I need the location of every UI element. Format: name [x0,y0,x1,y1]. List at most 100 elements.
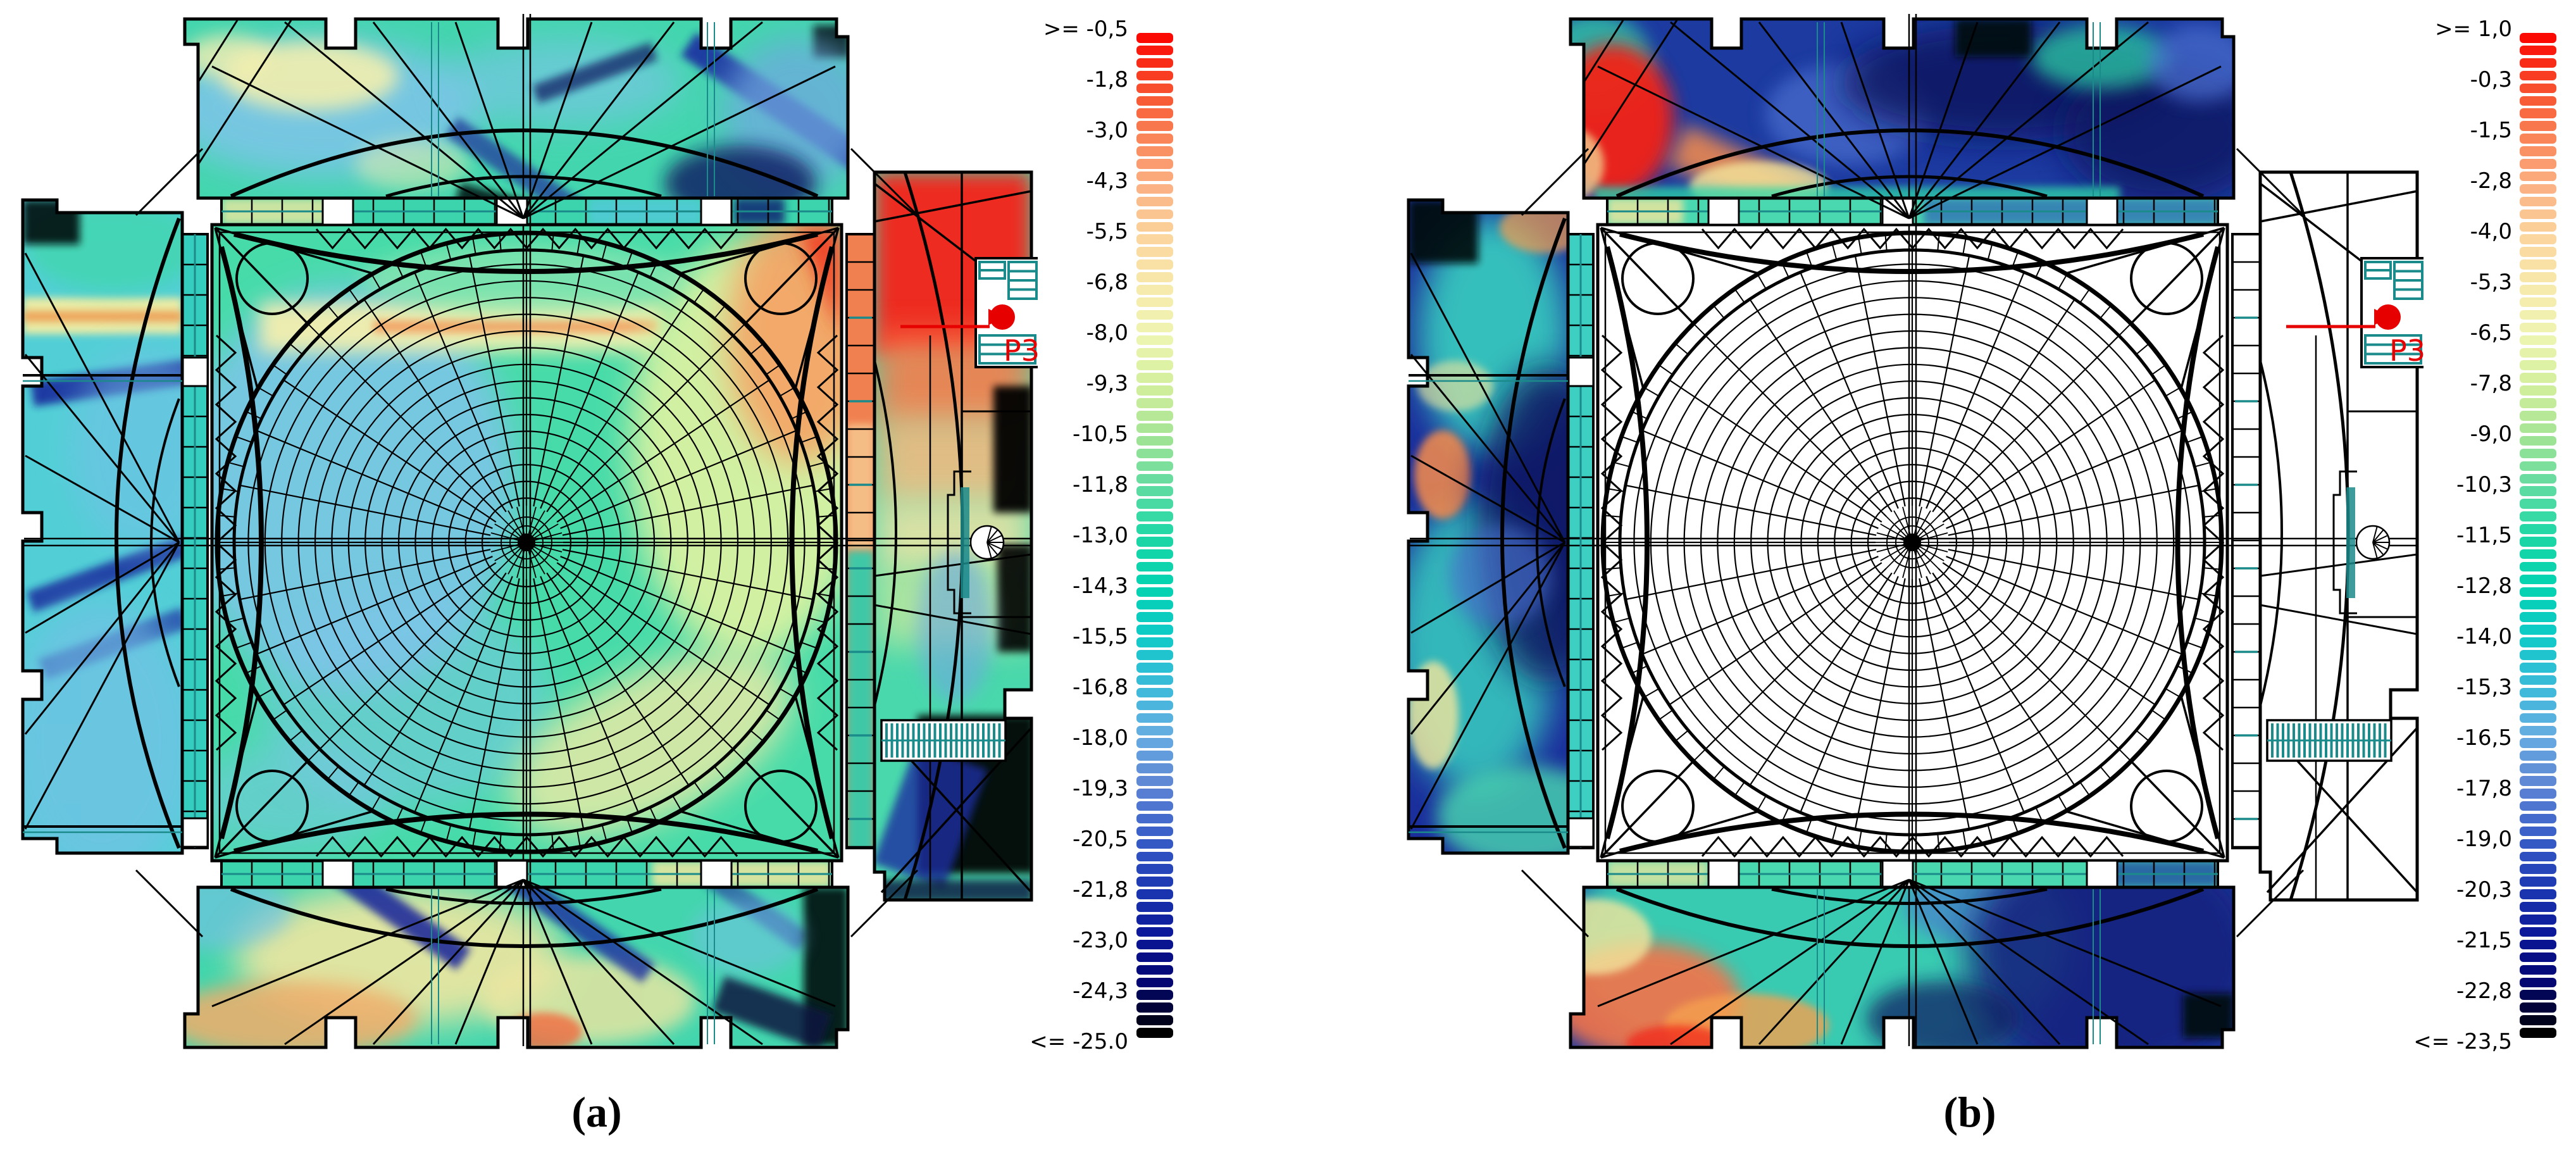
colorbar-segment [1136,486,1173,496]
colorbar-segment [1136,851,1173,861]
colorbar-segment [2520,96,2556,106]
colorbar-segment [1136,209,1173,220]
colorbar-segment [2520,789,2556,799]
colorbar-segment [2520,927,2556,937]
colorbar-segment [2520,398,2556,408]
colorbar-segment [1136,146,1173,156]
colorbar-segment [1136,108,1173,118]
colorbar-segment [2520,813,2556,824]
legend-tick-label: -2,8 [2470,168,2512,194]
colorbar-segment [2520,725,2556,735]
colorbar-segment [1136,902,1173,912]
colorbar-segment [2520,939,2556,950]
colorbar-segment [2520,234,2556,244]
colorbar-segment [1136,524,1173,534]
dome-plan-svg-B: P3 [1407,14,2426,1049]
colorbar-segment [1136,952,1173,963]
legend-tick-label: -21,8 [1073,877,1128,902]
colorbar-segment [2520,549,2556,559]
colorbar-segment [1136,171,1173,182]
colorbar-segment [2520,637,2556,647]
colorbar-segment [1136,461,1173,471]
colorbar-segment [2520,486,2556,496]
legend-tick-label: -8,0 [1086,320,1128,346]
colorbar-segment [2520,1002,2556,1013]
colorbar-segment [2520,612,2556,622]
colorbar-segment [2520,1028,2556,1038]
colorbar-segment [1136,725,1173,735]
legend-tick-label: -12,8 [2456,573,2512,599]
colorbar-segment [2520,196,2556,207]
legend-tick-label: -11,8 [1073,472,1128,497]
colorbar-segment [2520,385,2556,396]
legend-tick-label: -16,5 [2456,725,2512,751]
colorbar-segment [1136,612,1173,622]
colorbar-segment [1136,234,1173,244]
colorbar-segment [2520,751,2556,761]
colorbar-segment [1136,297,1173,308]
colorbar-segment [2520,738,2556,748]
colorbar-segment [1136,247,1173,257]
colorbar-segment [2520,159,2556,169]
colorbar-segment [1136,511,1173,521]
legend-tick-label: -15,5 [1073,624,1128,649]
colorbar-segment [1136,411,1173,421]
colorbar-segment [2520,108,2556,118]
colorbar-segment [1136,687,1173,698]
legend-tick-label: <= -23,5 [2413,1029,2512,1054]
legend-tick-label: -4,0 [2470,219,2512,244]
colorbar-segment [1136,864,1173,874]
colorbar-segment [1136,625,1173,635]
legend-tick-label: -15,3 [2456,675,2512,700]
colorbar-segment [2520,977,2556,987]
colorbar-segment [1136,1002,1173,1013]
legend-tick-label: -11,5 [2456,523,2512,548]
colorbar-segment [2520,184,2556,194]
colorbar-segment [1136,977,1173,987]
colorbar-segment [2520,473,2556,484]
colorbar-segment [2520,990,2556,1000]
colorbar-segment [1136,561,1173,572]
colorbar-segment [2520,411,2556,421]
colorbar-segment [1136,70,1173,81]
colorbar-segment [2520,763,2556,773]
colorbar-segment [1136,801,1173,811]
colorbar-segment [1136,637,1173,647]
colorbar-segment [1136,650,1173,660]
colorbar-segment [1136,121,1173,131]
legend-a-colorbar [1136,0,1173,1076]
colorbar-segment [2520,687,2556,698]
colorbar-segment [1136,373,1173,383]
colorbar-segment [1136,587,1173,597]
colorbar-segment [1136,537,1173,547]
colorbar-segment [1136,700,1173,711]
legend-tick-label: -22,8 [2456,978,2512,1004]
legend-b-colorbar [2520,0,2556,1076]
legend-a-labels: >= -0,5 -1,8 -3,0 -4,3 -5,5 -6,8 -8,0 -9,3 -10,5… [1021,0,1128,1076]
colorbar-segment [2520,776,2556,786]
colorbar-segment [2520,259,2556,270]
colorbar-segment [2520,915,2556,925]
legend-tick-label: -9,0 [2470,421,2512,447]
colorbar-segment [2520,801,2556,811]
colorbar-segment [1136,385,1173,396]
colorbar-segment [1136,222,1173,232]
legend-tick-label: -24,3 [1073,978,1128,1004]
legend-tick-label: -17,8 [2456,776,2512,801]
legend-tick-label: -5,3 [2470,270,2512,295]
colorbar-segment [1136,259,1173,270]
legend-tick-label: -7,8 [2470,371,2512,396]
colorbar-segment [1136,58,1173,68]
colorbar-segment [2520,839,2556,849]
legend-tick-label: -5,5 [1086,219,1128,244]
legend-tick-label: -23,0 [1073,928,1128,953]
legend-tick-label: -1,8 [1086,67,1128,92]
legend-b-labels: >= 1,0 -0,3 -1,5 -2,8 -4,0 -5,3 -6,5 -7,8 -9,0 -1… [2405,0,2512,1076]
colorbar-segment [1136,915,1173,925]
colorbar-segment [2520,499,2556,509]
colorbar-segment [2520,877,2556,887]
colorbar-segment [1136,965,1173,975]
colorbar-segment [2520,435,2556,446]
colorbar-segment [1136,1015,1173,1025]
colorbar-segment [1136,473,1173,484]
